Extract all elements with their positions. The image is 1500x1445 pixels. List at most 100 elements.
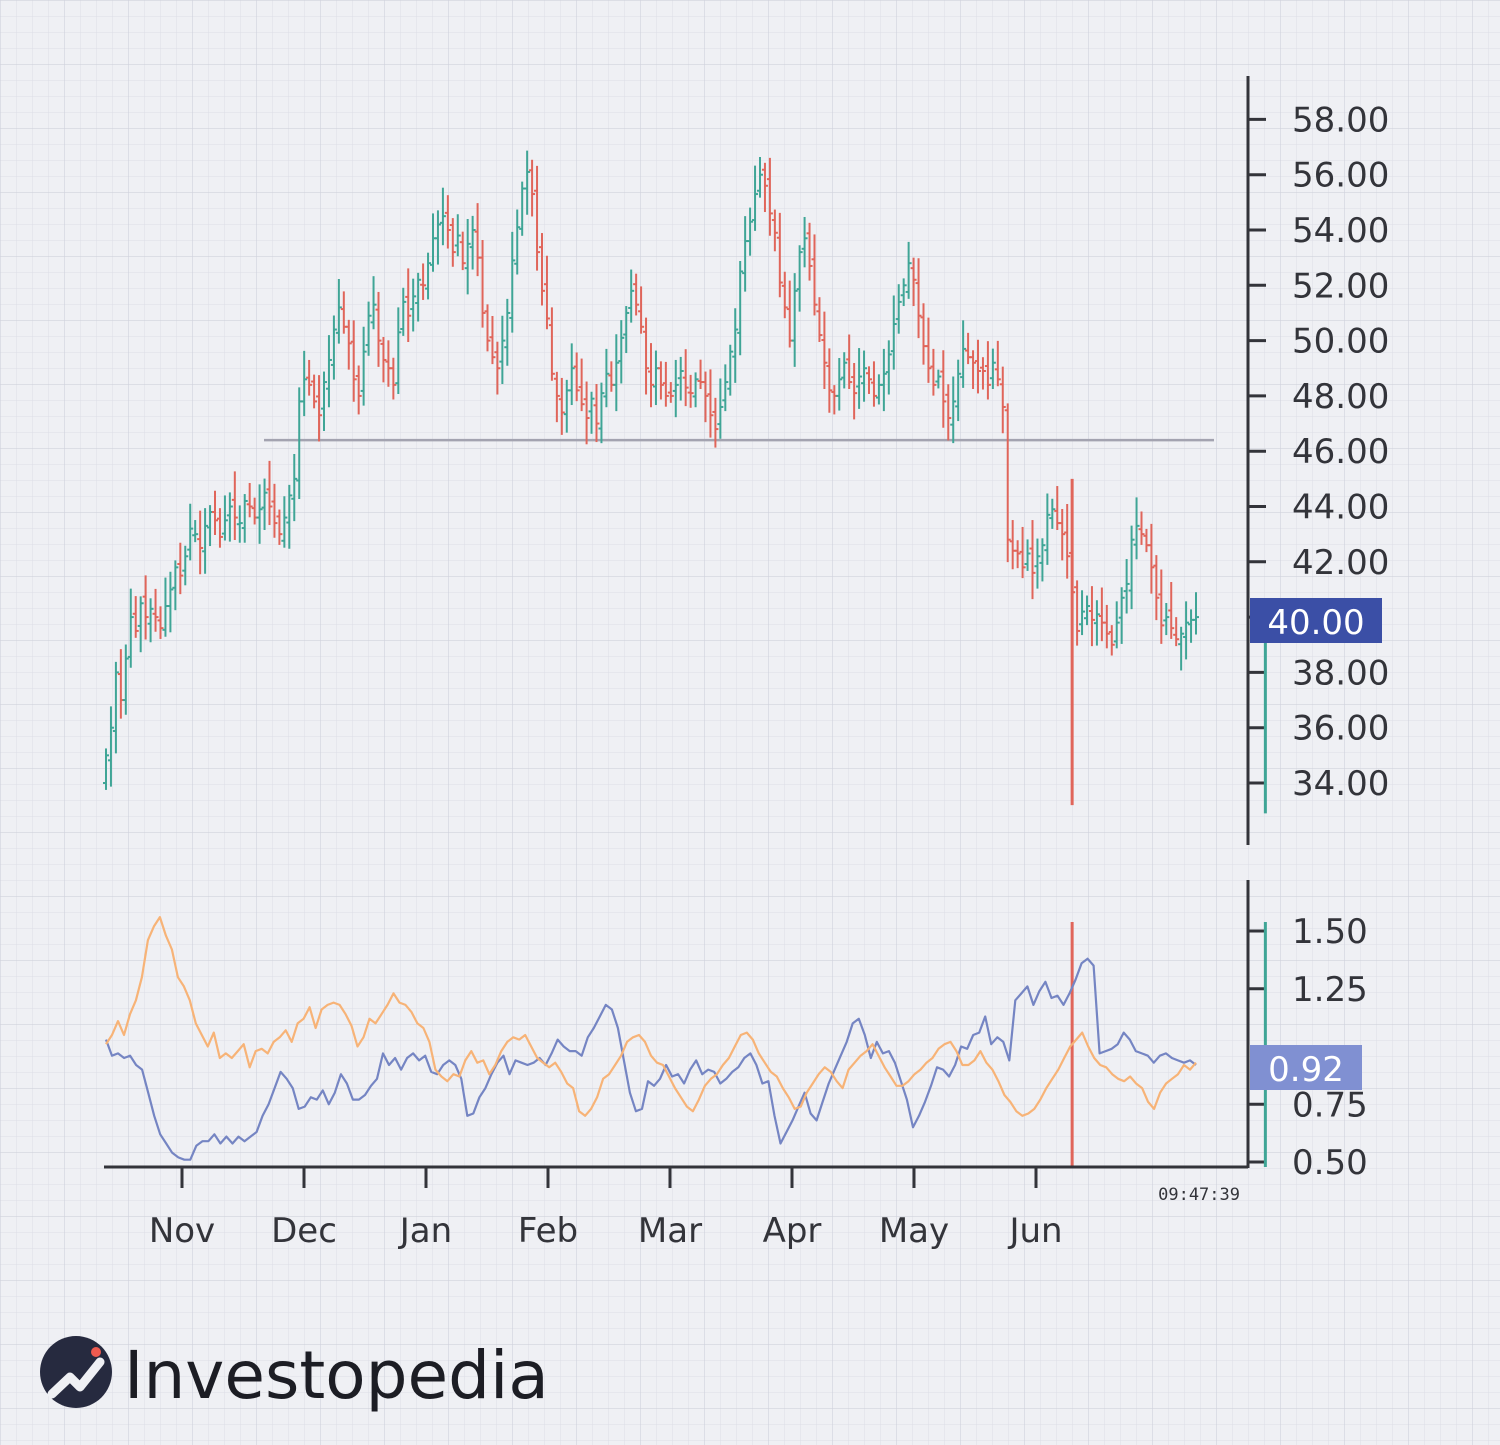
ohlc-bar [747,207,754,256]
ohlc-bar [212,490,218,535]
ohlc-bar [261,478,268,531]
ohlc-bar [1029,520,1036,600]
ohlc-bar [321,371,327,432]
ohlc-bar [425,252,432,300]
ohlc-bar [434,210,441,265]
oscillator-line-orange [105,915,1197,1117]
ohlc-bar [687,374,694,408]
ohlc-bar [449,218,456,267]
ohlc-bar [1193,592,1199,635]
ohlc-bar [360,326,367,406]
timestamp: 09:47:39 [1158,1185,1240,1205]
ohlc-bar [1088,586,1095,647]
logo-icon [40,1336,112,1408]
ohlc-bar [1128,525,1135,610]
ohlc-bar [970,350,977,389]
ohlc-bar [514,209,521,275]
ohlc-bar [1074,580,1081,646]
ohlc-bar [752,165,759,231]
ohlc-bar [1163,602,1170,636]
ohlc-bar [400,287,407,336]
ohlc-bar [677,356,684,401]
ohlc-bar [355,365,362,415]
ohlc-bar [796,245,803,312]
ohlc-bar [1093,600,1100,646]
oscillator-line-blue [104,957,1197,1161]
x-tick-label: Apr [763,1211,822,1251]
ohlc-bar [667,382,674,403]
ohlc-bar [593,384,600,443]
ohlc-bar [811,234,818,316]
ohlc-bar [1004,403,1011,563]
x-tick-label: Jan [398,1211,452,1251]
ohlc-bar [662,361,669,407]
ohlc-bar [266,460,273,526]
ohlc-bar [132,596,139,638]
ohlc-bar [1138,511,1145,545]
ohlc-bar [1183,601,1190,660]
ohlc-bar [806,222,813,281]
ohlc-bar [276,509,283,545]
ohlc-bar [940,350,947,428]
ohlc-bar [543,255,550,330]
ohlc-bar [702,371,709,423]
ohlc-bar [534,165,541,271]
ohlc-bar [420,263,427,300]
ohlc-bar [603,348,610,408]
ohlc-bar [628,269,635,323]
ohlc-bar [638,286,645,334]
ohlc-bar [182,545,189,586]
ohlc-bar [821,311,828,389]
ohlc-bar [1064,504,1071,579]
ohlc-bar [945,384,952,441]
ohlc-bar [1044,493,1051,565]
ohlc-bar [727,344,734,396]
oscillator-tick-label: 1.25 [1292,970,1368,1010]
oscillator-axis-ticks: 0.50 0.75 1.25 1.50 [1248,912,1368,1183]
x-tick-label: Mar [638,1211,702,1251]
ohlc-bar [122,644,129,715]
ohlc-bar [1103,604,1110,649]
ohlc-bar [900,278,907,307]
ohlc-bar [548,307,555,381]
ohlc-bar [1118,587,1125,644]
ohlc-bar [960,320,967,388]
ohlc-bar [286,484,293,549]
ohlc-bar [925,317,932,383]
price-tick-label: 34.00 [1292,764,1389,804]
ohlc-bar [1014,540,1021,569]
ohlc-bar [866,366,872,394]
ohlc-bar [722,364,729,412]
ohlc-bar [112,661,119,754]
ohlc-bar [499,315,506,385]
ohlc-bar [816,297,823,342]
price-tick-label: 46.00 [1292,432,1389,472]
ohlc-bar [771,209,778,252]
ohlc-bar [633,273,640,316]
ohlc-bar [613,334,620,412]
x-tick-label: Jun [1007,1211,1062,1251]
ohlc-bar [682,349,689,407]
ohlc-bar [623,306,630,354]
ohlc-bar [895,284,902,334]
ohlc-bar [301,350,308,417]
ohlc-bar [167,571,174,633]
price-tick-label: 54.00 [1292,211,1389,251]
price-bars [103,150,1199,790]
ohlc-bar [1049,498,1056,529]
ohlc-bar [994,340,1001,387]
x-axis-ticks: Nov Dec Jan Feb Mar Apr May Jun [149,1167,1063,1251]
price-panel: 34.00 36.00 38.00 42.00 44.00 46.00 48.00 50.00… [103,76,1389,845]
current-oscillator-badge-bg [1250,1045,1362,1090]
ohlc-bar [152,588,159,632]
ohlc-bar [558,377,565,435]
current-price-badge-bg [1250,598,1382,643]
ohlc-bar [539,233,545,306]
ohlc-bar [643,317,650,395]
ohlc-bar [1084,595,1090,626]
ohlc-bar [221,495,228,541]
ohlc-bar [172,560,179,611]
ohlc-bar [459,231,466,271]
price-tick-label: 50.00 [1292,322,1389,362]
